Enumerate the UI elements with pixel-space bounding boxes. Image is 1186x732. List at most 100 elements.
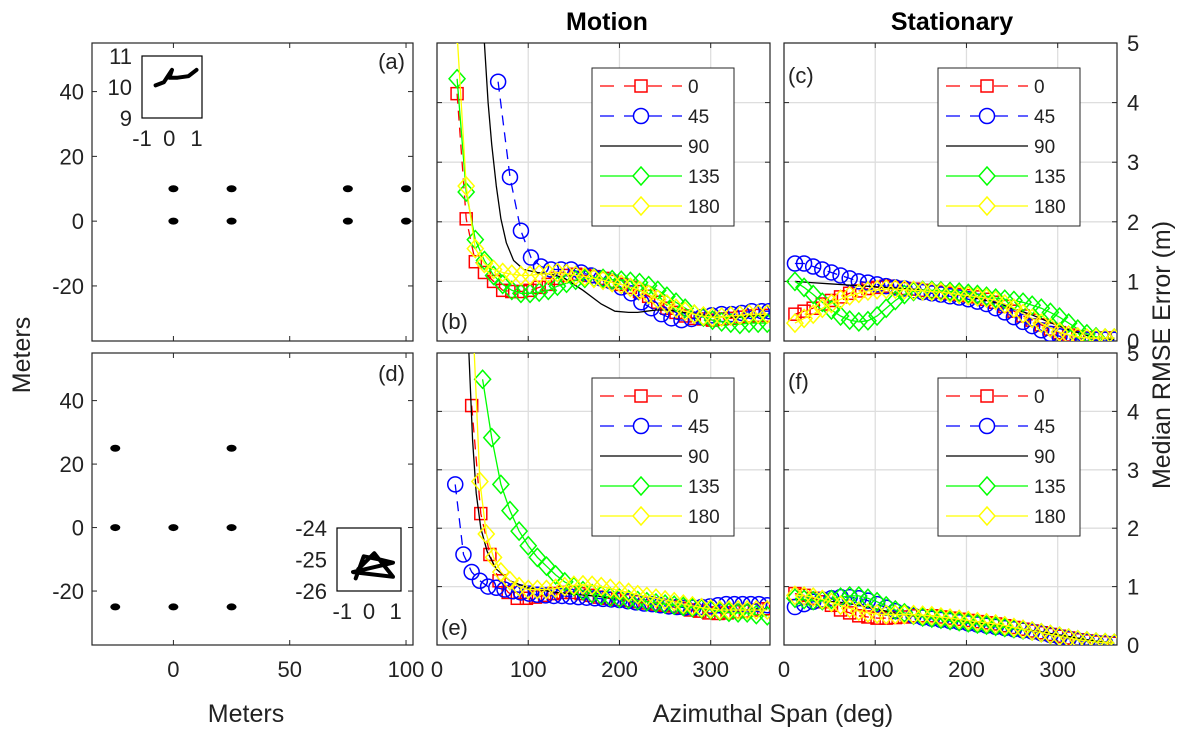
data-marker-135 (1077, 323, 1096, 341)
panel-label: (e) (441, 615, 468, 640)
data-marker-180 (986, 290, 1005, 311)
data-marker-180 (1096, 327, 1115, 341)
data-marker-180 (491, 561, 510, 583)
data-marker-45 (850, 273, 868, 290)
data-marker-180 (1050, 321, 1069, 341)
data-marker-180 (758, 599, 770, 621)
data-marker-180 (465, 326, 481, 344)
data-marker-0 (519, 591, 534, 606)
data-marker-135 (694, 307, 713, 328)
data-marker-45 (455, 546, 472, 563)
legend-marker-180 (631, 195, 651, 217)
x-tick-label: 200 (948, 657, 985, 682)
legend-label-90: 90 (688, 447, 709, 468)
data-marker-180 (555, 576, 574, 597)
data-marker-180 (886, 604, 905, 625)
data-marker-135 (511, 283, 530, 304)
data-marker-180 (719, 599, 738, 621)
data-marker-180 (895, 604, 914, 625)
inset-x-tick-label: 1 (190, 126, 202, 151)
data-marker-45 (823, 264, 840, 281)
data-marker-180 (1105, 633, 1117, 645)
legend: 0 45 90 135 180 (591, 67, 735, 227)
data-marker-135 (840, 585, 859, 607)
inset-trajectory (153, 67, 199, 88)
x-tick-label: 300 (1039, 657, 1076, 682)
data-marker-45 (1096, 331, 1114, 341)
x-tick-label: 300 (692, 657, 729, 682)
inset-y-tick-label: 9 (120, 106, 132, 131)
data-marker-135 (539, 280, 558, 301)
data-marker-45 (795, 255, 813, 272)
data-point (226, 603, 237, 611)
data-point (226, 524, 237, 532)
inset-x-tick-label: 0 (363, 599, 375, 624)
data-marker-45 (496, 581, 513, 598)
legend-marker-180 (977, 505, 997, 527)
inset-x-tick-label: 1 (390, 599, 402, 624)
legend-marker-0 (634, 389, 648, 403)
legend-label-135: 135 (1034, 477, 1066, 498)
legend-label-45: 45 (1034, 417, 1055, 438)
legend-marker-45 (978, 107, 996, 125)
data-point (110, 444, 121, 452)
data-marker-180 (703, 307, 722, 328)
data-marker-180 (456, 43, 459, 45)
y-tick-label: 0 (1127, 329, 1139, 354)
legend-box (937, 377, 1081, 537)
data-marker-135 (537, 556, 556, 577)
data-marker-135 (895, 284, 914, 305)
legend-label-0: 0 (1034, 77, 1045, 98)
legend-marker-45 (978, 417, 996, 435)
inset-frame (141, 55, 203, 119)
series-group (785, 255, 1117, 341)
y-tick-label: 0 (72, 209, 84, 234)
data-marker-135 (858, 310, 877, 331)
data-point (110, 524, 121, 532)
data-point (168, 524, 179, 532)
data-marker-135 (482, 427, 501, 448)
data-marker-45 (471, 572, 489, 590)
data-marker-135 (528, 547, 547, 568)
data-point (226, 444, 237, 452)
data-marker-180 (1014, 303, 1033, 324)
legend-label-135: 135 (688, 477, 720, 498)
data-marker-135 (858, 588, 877, 609)
data-marker-135 (758, 312, 770, 334)
y-tick-label: 5 (1127, 31, 1139, 56)
x-tick-label: 0 (167, 657, 179, 682)
data-marker-180 (621, 277, 640, 298)
series-group (446, 326, 770, 626)
data-marker-135 (475, 250, 494, 271)
data-marker-135 (1032, 298, 1051, 319)
legend-label-180: 180 (1034, 197, 1066, 218)
panel-label: (b) (441, 309, 468, 334)
y-tick-label: -20 (52, 579, 84, 604)
data-marker-180 (922, 281, 941, 302)
data-point (401, 217, 412, 225)
y-tick-label: 20 (60, 144, 84, 169)
x-tick-label: 100 (510, 657, 547, 682)
data-marker-180 (710, 599, 729, 621)
data-marker-135 (804, 284, 823, 305)
data-marker-135 (502, 280, 521, 301)
data-marker-180 (730, 305, 749, 326)
data-marker-135 (749, 312, 768, 334)
data-marker-45 (996, 304, 1014, 321)
plot-frame (91, 42, 414, 342)
data-marker-180 (913, 280, 932, 302)
legend-label-135: 135 (688, 167, 720, 188)
data-marker-180 (1105, 327, 1117, 341)
data-marker-0 (1071, 330, 1085, 341)
data-marker-135 (795, 277, 814, 298)
data-point (226, 217, 237, 225)
data-marker-135 (1014, 292, 1033, 313)
data-marker-45 (1014, 313, 1032, 331)
data-marker-180 (721, 305, 740, 327)
data-marker-180 (1023, 308, 1042, 329)
data-marker-180 (822, 592, 841, 613)
data-marker-135 (448, 68, 467, 89)
panel-label: (a) (378, 49, 405, 74)
